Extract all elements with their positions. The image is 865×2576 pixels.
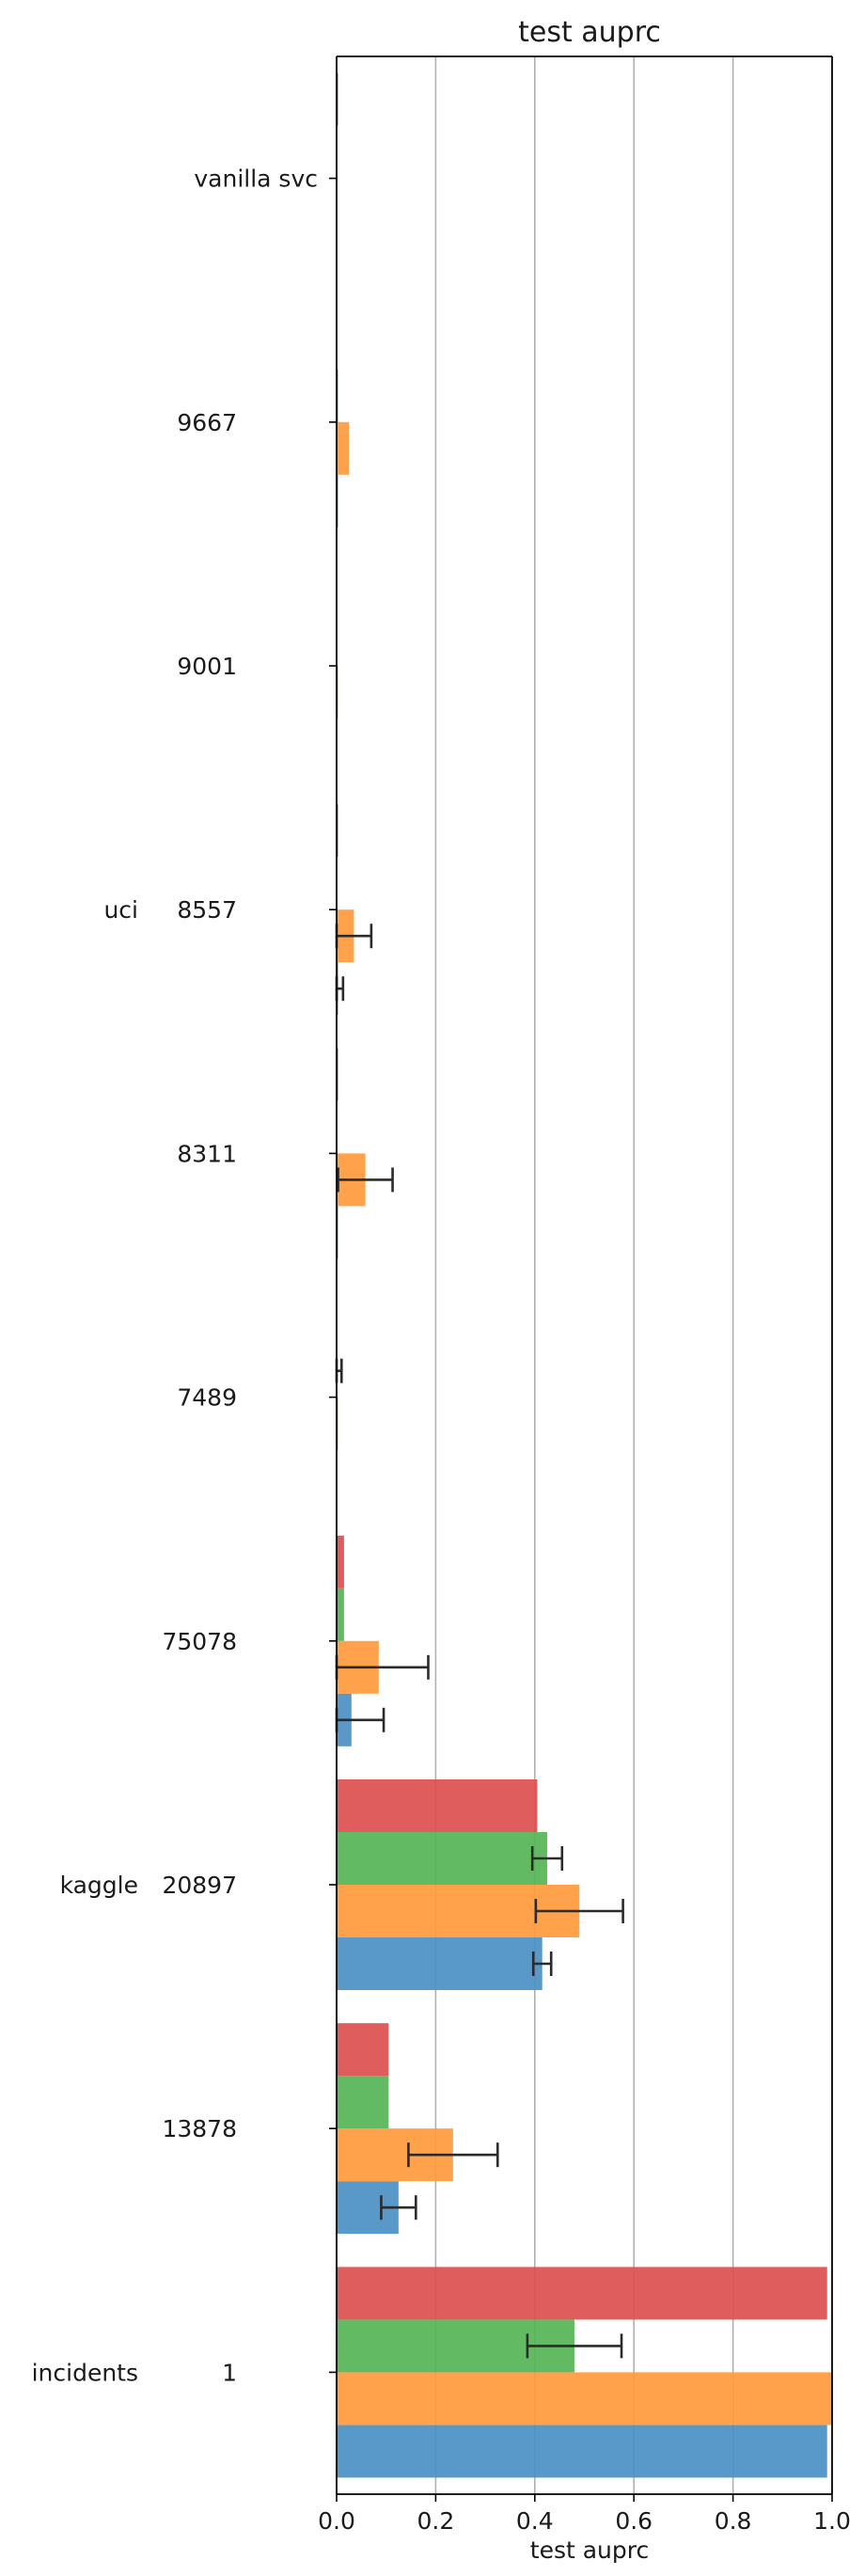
y-dataset-label: uci — [103, 896, 138, 924]
y-tick-label: 7489 — [177, 1384, 237, 1412]
y-dataset-label: incidents — [32, 2359, 138, 2386]
bar — [337, 1779, 538, 1832]
x-tick-label: 0.0 — [318, 2507, 355, 2535]
y-dataset-label: kaggle — [60, 1872, 138, 1899]
bar — [337, 2372, 832, 2426]
bars — [337, 72, 832, 2478]
axes-frame — [336, 55, 833, 2495]
y-dataset-label: vanilla svc — [194, 166, 318, 193]
y-tick-label: 8311 — [177, 1140, 237, 1167]
bar — [337, 2076, 389, 2129]
x-tick-label: 0.2 — [417, 2507, 455, 2535]
chart-title: test auprc — [518, 16, 661, 49]
bar — [337, 1832, 547, 1885]
bar — [337, 2023, 389, 2077]
y-tick-label: 13878 — [162, 2115, 237, 2142]
y-tick-label: 20897 — [162, 1872, 237, 1899]
bar — [337, 1937, 543, 1990]
bar — [337, 421, 350, 475]
bar — [337, 1588, 344, 1641]
x-tick-label: 1.0 — [813, 2507, 851, 2535]
x-tick-label: 0.6 — [615, 2507, 653, 2535]
y-tick-label: 8557 — [177, 896, 237, 924]
gridlines — [434, 56, 734, 2494]
bar — [337, 2425, 827, 2478]
x-tick-label: 0.8 — [715, 2507, 752, 2535]
bar — [337, 2267, 827, 2320]
x-axis-label: test auprc — [530, 2536, 649, 2564]
x-tick-labels: 0.0 0.2 0.4 0.6 0.8 1.0 — [318, 2494, 851, 2535]
y-tick-label: 75078 — [162, 1628, 237, 1655]
y-tick-label: 9667 — [177, 409, 237, 436]
y-tick-labels: 1 incidents 13878 20897 kaggle 75078 7489 8311 8… — [32, 166, 337, 2386]
bar — [337, 1535, 344, 1588]
y-tick-label: 9001 — [177, 653, 237, 680]
y-tick-label: 1 — [222, 2359, 237, 2386]
x-tick-label: 0.4 — [516, 2507, 554, 2535]
